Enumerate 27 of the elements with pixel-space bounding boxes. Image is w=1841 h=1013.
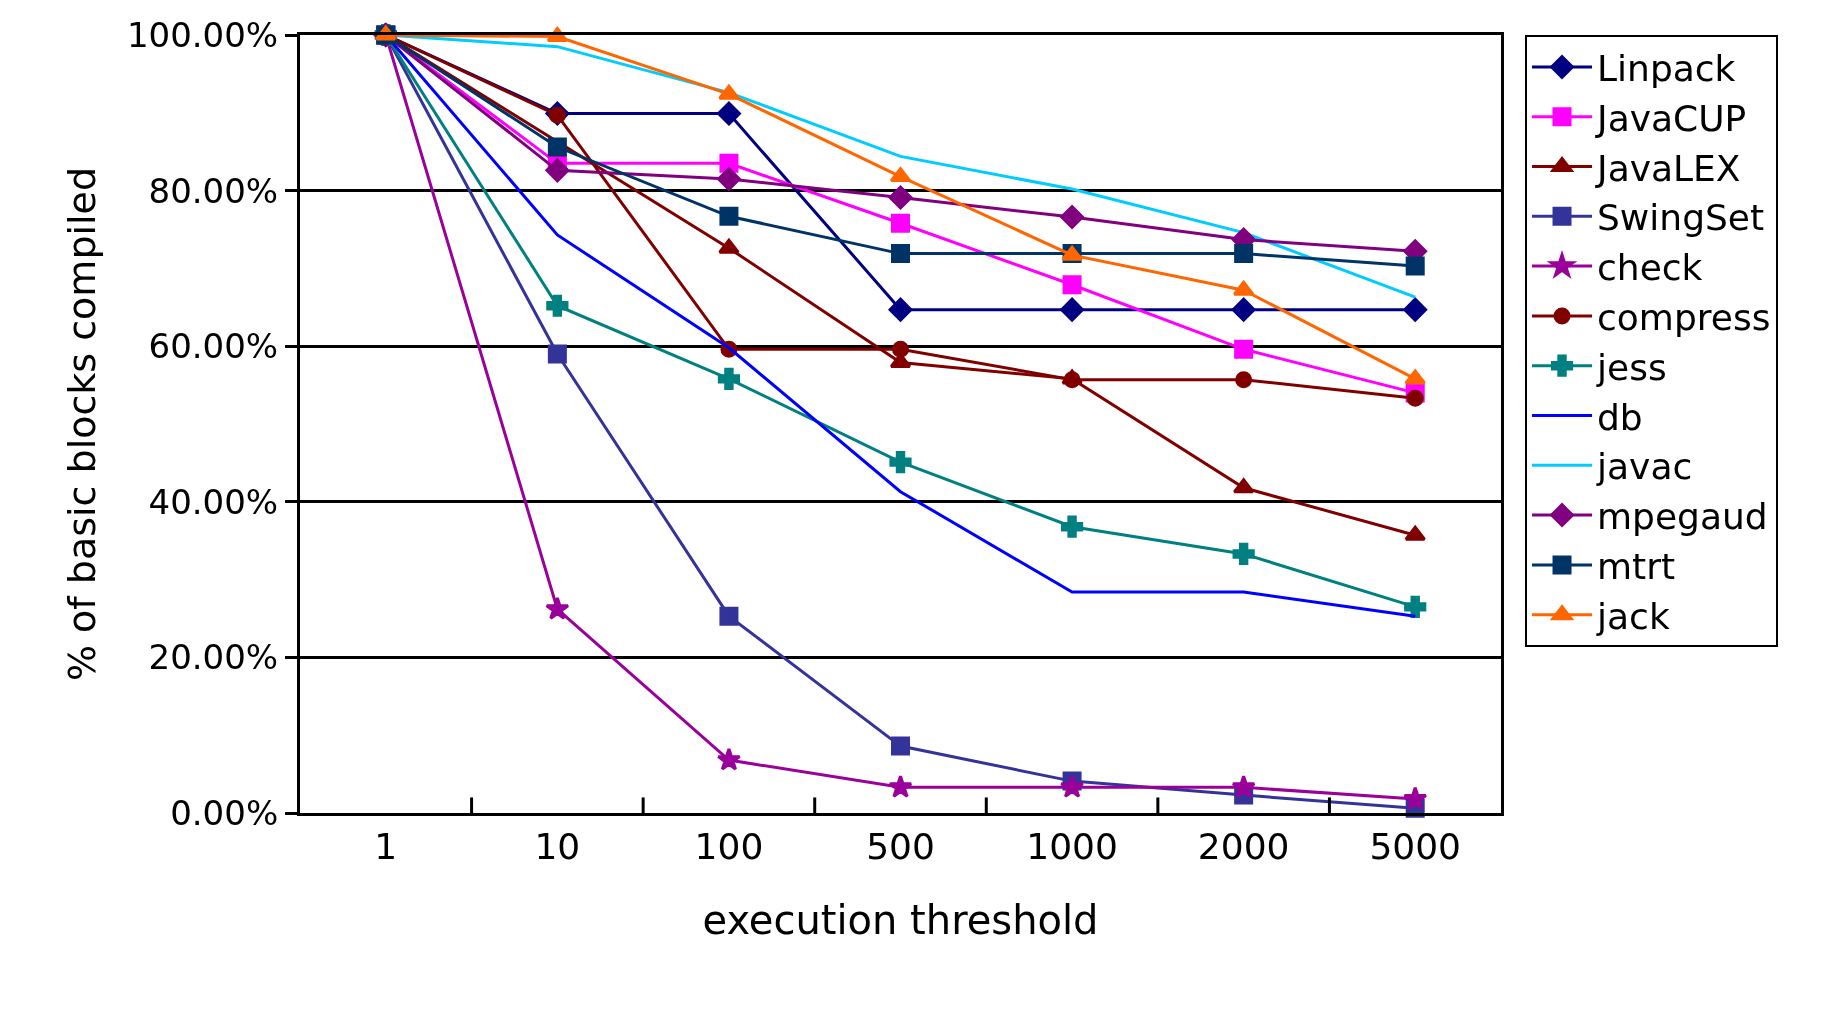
legend-label: javac xyxy=(1596,446,1693,488)
x-tick-label: 2000 xyxy=(1197,826,1290,868)
y-tick-label: 100.00% xyxy=(126,14,279,55)
x-tick-label: 10 xyxy=(534,826,581,868)
x-tick-label: 500 xyxy=(866,826,935,868)
y-tick-label: 0.00% xyxy=(170,792,279,833)
legend-label: jack xyxy=(1596,595,1670,637)
x-tick-label: 1 xyxy=(374,826,398,868)
x-tick-label: 1000 xyxy=(1026,826,1118,868)
legend-label: JavaCUP xyxy=(1595,97,1747,139)
legend-label: db xyxy=(1597,396,1643,438)
y-tick-label: 40.00% xyxy=(148,481,279,522)
x-axis-title: execution threshold xyxy=(702,896,1099,943)
legend-label: check xyxy=(1597,247,1703,289)
y-axis-title: % of basic blocks compiled xyxy=(60,166,105,682)
legend-label: compress xyxy=(1597,296,1771,338)
y-tick-label: 20.00% xyxy=(148,637,279,678)
x-tick-label: 100 xyxy=(694,826,764,868)
y-tick-label: 60.00% xyxy=(148,326,279,367)
legend-label: JavaLEX xyxy=(1595,147,1741,189)
legend-label: mpegaud xyxy=(1597,496,1768,538)
legend-label: SwingSet xyxy=(1597,197,1765,239)
y-tick-label: 80.00% xyxy=(148,170,279,211)
legend-label: Linpack xyxy=(1597,47,1736,89)
legend-label: jess xyxy=(1596,346,1667,388)
x-tick-label: 5000 xyxy=(1369,826,1462,868)
legend-label: mtrt xyxy=(1597,545,1676,587)
